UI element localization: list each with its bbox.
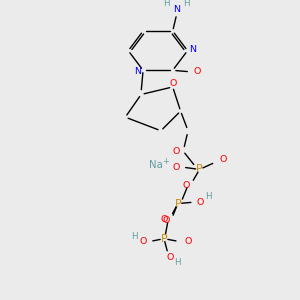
Text: H: H xyxy=(175,258,181,267)
Text: +: + xyxy=(162,157,169,166)
Text: H: H xyxy=(205,192,211,201)
Text: O: O xyxy=(196,198,204,207)
Text: H: H xyxy=(164,0,170,8)
Text: N: N xyxy=(190,45,196,54)
Text: N: N xyxy=(173,5,180,14)
Text: H: H xyxy=(183,0,190,8)
Text: O: O xyxy=(162,216,170,225)
Text: O: O xyxy=(194,67,201,76)
Text: P: P xyxy=(161,234,167,244)
Text: P: P xyxy=(175,199,181,208)
Text: Na: Na xyxy=(149,160,163,170)
Text: O: O xyxy=(173,146,180,155)
Text: O: O xyxy=(220,155,227,164)
Text: O: O xyxy=(182,181,189,190)
Text: O: O xyxy=(184,237,191,246)
Text: O: O xyxy=(166,253,174,262)
Text: O: O xyxy=(170,79,177,88)
Text: O: O xyxy=(160,215,168,224)
Text: N: N xyxy=(134,67,141,76)
Text: O: O xyxy=(140,237,147,246)
Text: P: P xyxy=(196,164,203,174)
Text: H: H xyxy=(131,232,138,241)
Text: O: O xyxy=(173,163,180,172)
